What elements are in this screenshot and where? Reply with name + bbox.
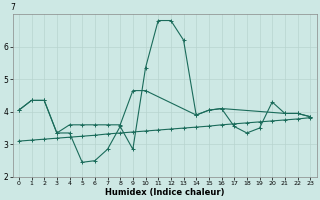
X-axis label: Humidex (Indice chaleur): Humidex (Indice chaleur) (105, 188, 224, 197)
Text: 7: 7 (10, 3, 15, 12)
